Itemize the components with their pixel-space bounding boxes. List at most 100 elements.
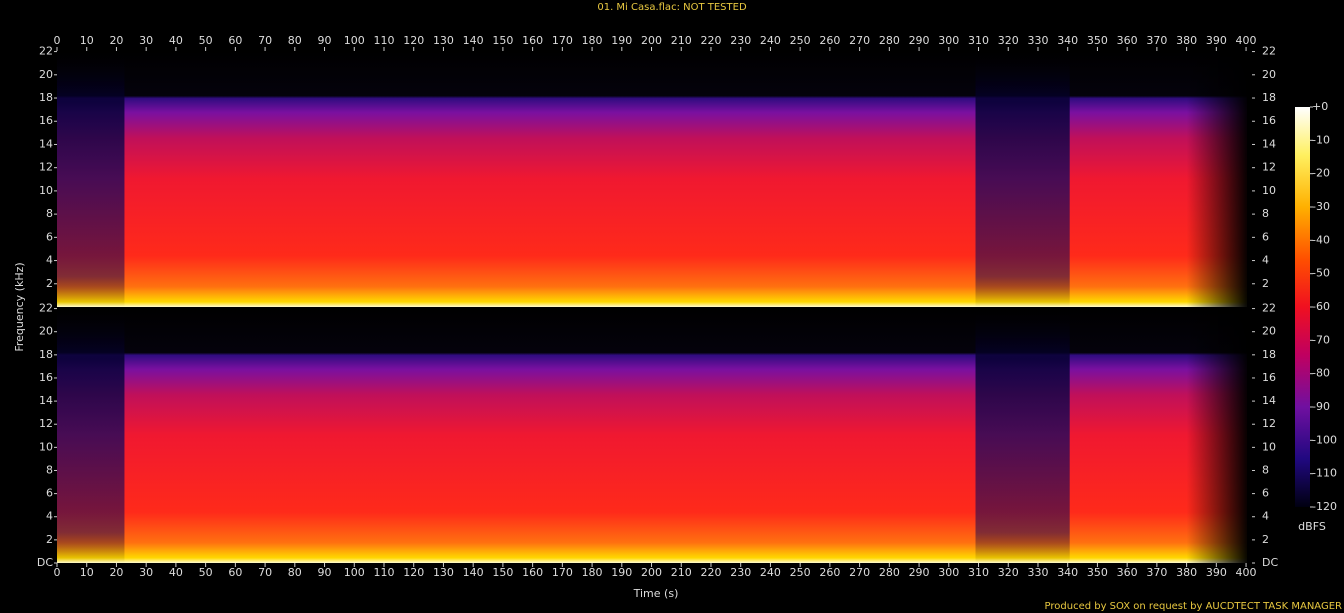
colorbar-tick-label: -60 bbox=[1312, 300, 1330, 313]
y-tick-label: 22 bbox=[39, 45, 53, 58]
quiet-section bbox=[975, 51, 1070, 307]
y-tick-label: 6 bbox=[46, 487, 53, 500]
y-tick-label: DC bbox=[1262, 556, 1278, 569]
x-tick-label: 80 bbox=[288, 566, 302, 579]
y-tick-label: 20 bbox=[1262, 68, 1276, 81]
x-tick-label: 330 bbox=[1027, 566, 1048, 579]
y-tick-label: 8 bbox=[1262, 207, 1269, 220]
colorbar-tick-label: +0 bbox=[1312, 100, 1328, 113]
y-tick-label: 14 bbox=[1262, 394, 1276, 407]
y-axis-label: Frequency (kHz) bbox=[13, 262, 26, 351]
quiet-section bbox=[975, 308, 1070, 563]
y-tick-label: 2 bbox=[46, 277, 53, 290]
x-tick-label: 30 bbox=[139, 566, 153, 579]
x-tick-label: 130 bbox=[433, 34, 454, 47]
x-tick-label: 170 bbox=[552, 34, 573, 47]
x-tick-label: 260 bbox=[819, 34, 840, 47]
x-tick-label: 310 bbox=[968, 566, 989, 579]
x-tick-label: 380 bbox=[1176, 566, 1197, 579]
x-tick-label: 350 bbox=[1087, 34, 1108, 47]
x-tick-label: 230 bbox=[730, 566, 751, 579]
y-tick-label: 10 bbox=[1262, 184, 1276, 197]
y-tick-label: 4 bbox=[1262, 510, 1269, 523]
x-tick-label: 150 bbox=[492, 566, 513, 579]
y-tick-label: 18 bbox=[39, 91, 53, 104]
x-tick-label: 30 bbox=[139, 34, 153, 47]
colorbar-tick-label: -80 bbox=[1312, 367, 1330, 380]
colorbar-tick-label: -20 bbox=[1312, 167, 1330, 180]
y-tick-label: 18 bbox=[1262, 348, 1276, 361]
y-tick-label: 22 bbox=[39, 302, 53, 315]
x-tick-label: 110 bbox=[373, 566, 394, 579]
x-tick-label: 370 bbox=[1146, 34, 1167, 47]
x-tick-label: 400 bbox=[1236, 34, 1257, 47]
x-tick-label: 90 bbox=[318, 34, 332, 47]
y-tick-label: 20 bbox=[1262, 325, 1276, 338]
colorbar-tick-label: -40 bbox=[1312, 233, 1330, 246]
x-tick-label: 380 bbox=[1176, 34, 1197, 47]
colorbar-tick-label: -70 bbox=[1312, 333, 1330, 346]
x-tick-label: 180 bbox=[582, 566, 603, 579]
y-tick-label: 18 bbox=[1262, 91, 1276, 104]
x-tick-label: 390 bbox=[1206, 34, 1227, 47]
y-tick-label: 20 bbox=[39, 68, 53, 81]
y-tick-label: 10 bbox=[39, 440, 53, 453]
colorbar-label: dBFS bbox=[1298, 520, 1326, 533]
x-tick-label: 190 bbox=[611, 34, 632, 47]
y-tick-label: 14 bbox=[39, 394, 53, 407]
colorbar-tick-label: -90 bbox=[1312, 400, 1330, 413]
x-tick-label: 110 bbox=[373, 34, 394, 47]
x-tick-label: 290 bbox=[909, 34, 930, 47]
x-tick-label: 280 bbox=[879, 34, 900, 47]
y-tick-label: 22 bbox=[1262, 45, 1276, 58]
quiet-section bbox=[57, 51, 125, 307]
x-tick-label: 160 bbox=[522, 34, 543, 47]
x-tick-label: 360 bbox=[1117, 34, 1138, 47]
footer: Produced by SOX on request by AUCDTECT T… bbox=[1045, 601, 1343, 612]
x-tick-label: 50 bbox=[199, 566, 213, 579]
x-tick-label: 40 bbox=[169, 566, 183, 579]
x-tick-label: 100 bbox=[344, 566, 365, 579]
x-tick-label: 290 bbox=[909, 566, 930, 579]
y-tick-label: 8 bbox=[46, 463, 53, 476]
y-tick-label: 2 bbox=[1262, 533, 1269, 546]
y-tick-label: 6 bbox=[1262, 487, 1269, 500]
y-tick-label: 20 bbox=[39, 325, 53, 338]
y-tick-label: 6 bbox=[1262, 230, 1269, 243]
y-tick-label: 4 bbox=[46, 510, 53, 523]
y-tick-label: 16 bbox=[39, 114, 53, 127]
x-tick-label: 210 bbox=[671, 566, 692, 579]
x-tick-label: 60 bbox=[228, 566, 242, 579]
x-tick-label: 70 bbox=[258, 566, 272, 579]
x-axis-label: Time (s) bbox=[633, 587, 679, 600]
x-tick-label: 90 bbox=[318, 566, 332, 579]
x-tick-label: 320 bbox=[998, 566, 1019, 579]
x-tick-label: 140 bbox=[463, 34, 484, 47]
x-tick-label: 200 bbox=[641, 566, 662, 579]
y-tick-label: 10 bbox=[1262, 440, 1276, 453]
x-tick-label: 60 bbox=[228, 34, 242, 47]
x-tick-label: 270 bbox=[849, 34, 870, 47]
x-tick-label: 250 bbox=[790, 566, 811, 579]
x-tick-label: 400 bbox=[1236, 566, 1257, 579]
x-tick-label: 100 bbox=[344, 34, 365, 47]
x-tick-label: 120 bbox=[403, 566, 424, 579]
y-tick-label: 16 bbox=[1262, 371, 1276, 384]
colorbar-tick-label: -10 bbox=[1312, 133, 1330, 146]
x-tick-label: 270 bbox=[849, 566, 870, 579]
y-tick-label: 16 bbox=[39, 371, 53, 384]
x-tick-label: 40 bbox=[169, 34, 183, 47]
x-tick-label: 190 bbox=[611, 566, 632, 579]
y-tick-label: 14 bbox=[1262, 137, 1276, 150]
y-tick-label: 12 bbox=[1262, 417, 1276, 430]
x-tick-label: 80 bbox=[288, 34, 302, 47]
x-tick-label: 180 bbox=[582, 34, 603, 47]
x-tick-label: 360 bbox=[1117, 566, 1138, 579]
x-tick-label: 220 bbox=[700, 566, 721, 579]
colorbar bbox=[1295, 107, 1310, 507]
y-tick-label: 4 bbox=[1262, 254, 1269, 267]
colorbar-tick-label: -50 bbox=[1312, 267, 1330, 280]
y-tick-label: 12 bbox=[39, 417, 53, 430]
colorbar-tick-label: -30 bbox=[1312, 200, 1330, 213]
